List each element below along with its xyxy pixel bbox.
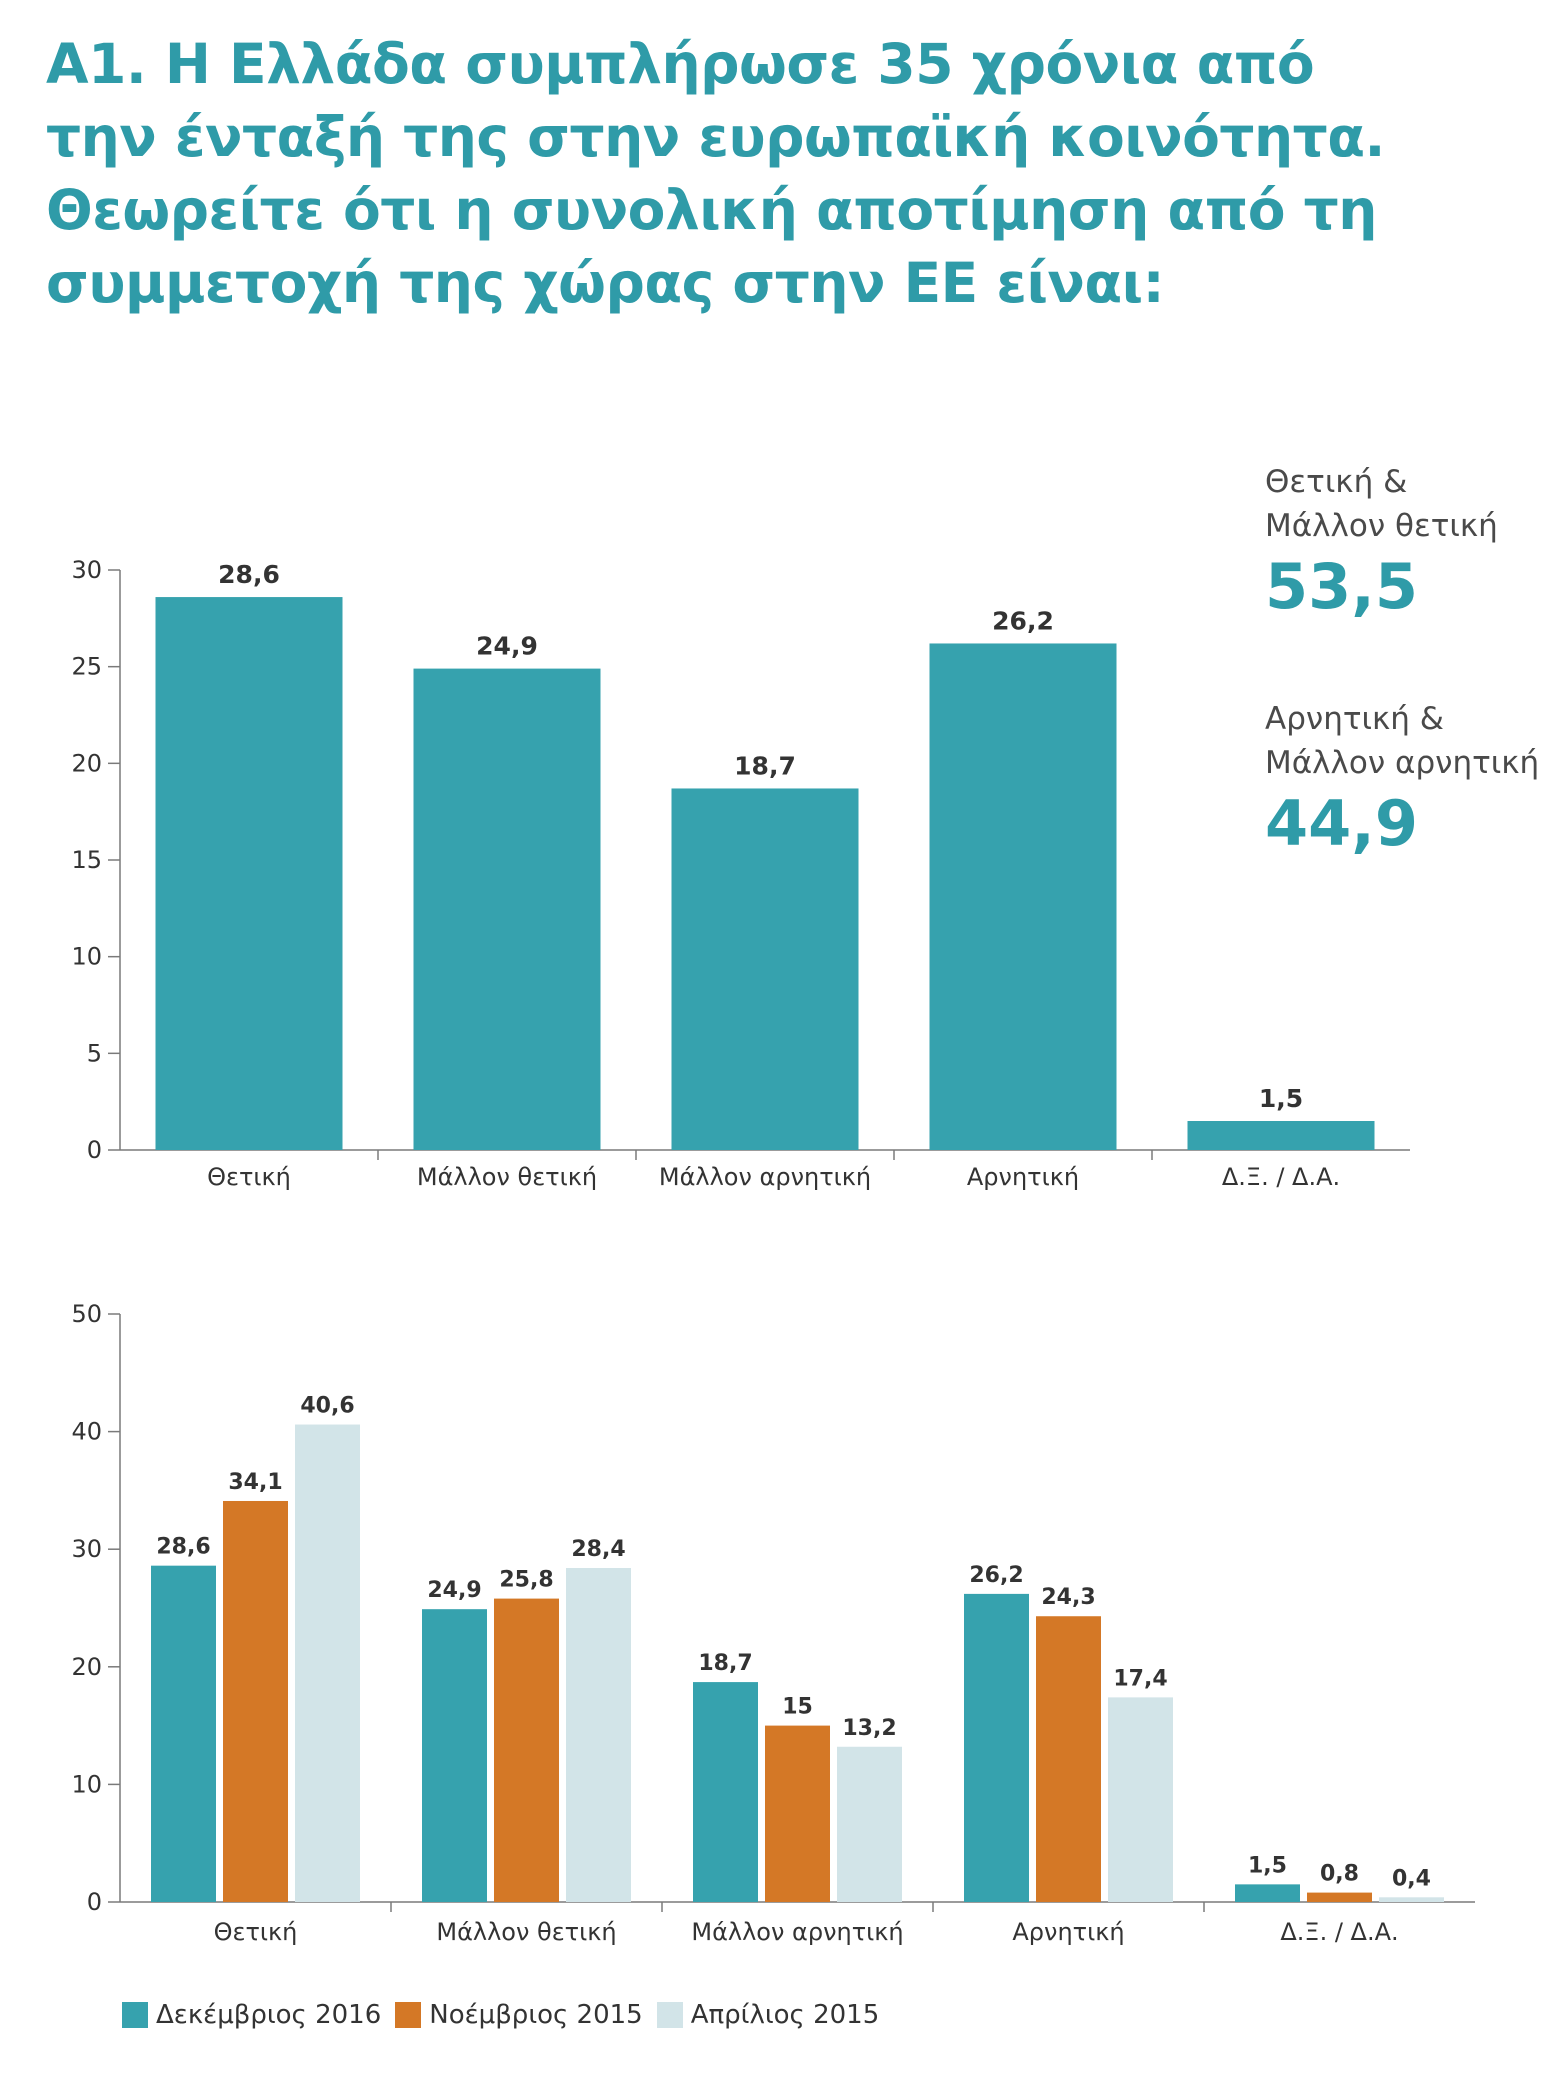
bar bbox=[1307, 1892, 1372, 1902]
y-tick-label: 0 bbox=[87, 1888, 102, 1916]
legend-swatch-orange bbox=[395, 2002, 422, 2028]
legend-item: Δεκέμβριος 2016 bbox=[122, 2000, 381, 2030]
title-line: την ένταξή της στην ευρωπαϊκή κοινότητα. bbox=[46, 105, 1385, 169]
y-tick-label: 5 bbox=[87, 1039, 102, 1067]
category-label: Μάλλον αρνητική bbox=[691, 1918, 903, 1946]
bar bbox=[151, 1565, 216, 1902]
data-label: 24,3 bbox=[1041, 1585, 1095, 1610]
category-label: Θετική bbox=[207, 1163, 291, 1191]
category-label: Μάλλον αρνητική bbox=[659, 1163, 871, 1191]
bar bbox=[1108, 1697, 1173, 1902]
y-tick-label: 40 bbox=[71, 1418, 102, 1446]
bar bbox=[1187, 1121, 1375, 1150]
legend-item: Απρίλιος 2015 bbox=[656, 2000, 880, 2030]
data-label: 24,9 bbox=[476, 632, 538, 661]
data-label: 28,6 bbox=[156, 1535, 210, 1560]
bar bbox=[837, 1746, 902, 1902]
category-label: Θετική bbox=[214, 1918, 298, 1946]
data-label: 25,8 bbox=[499, 1568, 553, 1593]
data-label: 26,2 bbox=[992, 606, 1054, 635]
y-tick-label: 0 bbox=[87, 1136, 102, 1164]
title-line: Α1. Η Ελλάδα συμπλήρωσε 35 χρόνια από bbox=[46, 32, 1315, 96]
chart-legend: Δεκέμβριος 2016 Νοέμβριος 2015 Απρίλιος … bbox=[122, 2000, 879, 2030]
bar bbox=[765, 1725, 830, 1902]
summary-positive-label-line2: Μάλλον θετική bbox=[1265, 508, 1498, 544]
bar bbox=[494, 1598, 559, 1902]
y-tick-label: 10 bbox=[71, 1770, 102, 1798]
y-tick-label: 15 bbox=[71, 846, 102, 874]
data-label: 24,9 bbox=[427, 1578, 481, 1603]
page-title: Α1. Η Ελλάδα συμπλήρωσε 35 χρόνια από τη… bbox=[46, 28, 1385, 320]
category-label: Δ.Ξ. / Δ.Α. bbox=[1280, 1918, 1398, 1946]
data-label: 0,8 bbox=[1320, 1862, 1359, 1887]
data-label: 28,6 bbox=[218, 560, 280, 589]
bar bbox=[223, 1500, 288, 1902]
y-tick-label: 20 bbox=[71, 749, 102, 777]
single-series-bar-chart: 0 5 10 15 20 25 30 28,6 Θετική 24,9 Μάλλον θετική 1… bbox=[71, 556, 1410, 1191]
bar bbox=[155, 597, 343, 1150]
category-label: Αρνητική bbox=[967, 1163, 1079, 1191]
bar bbox=[422, 1609, 487, 1902]
legend-swatch-teal bbox=[122, 2002, 148, 2028]
data-label: 26,2 bbox=[969, 1563, 1023, 1588]
category-label: Αρνητική bbox=[1012, 1918, 1124, 1946]
bar bbox=[413, 668, 601, 1150]
data-label: 15 bbox=[782, 1695, 813, 1720]
data-label: 17,4 bbox=[1113, 1666, 1167, 1691]
data-label: 1,5 bbox=[1259, 1084, 1303, 1113]
y-tick-label: 50 bbox=[71, 1300, 102, 1328]
legend-item: Νοέμβριος 2015 bbox=[395, 2000, 643, 2030]
data-label: 13,2 bbox=[842, 1716, 896, 1741]
legend-label: Απρίλιος 2015 bbox=[690, 2000, 880, 2030]
grouped-bar-chart: 0 10 20 30 40 50 28,6 34,1 40,6 Θετική 24,9 25,8 28,… bbox=[71, 1300, 1475, 1946]
bar bbox=[671, 788, 859, 1150]
y-tick-label: 20 bbox=[71, 1653, 102, 1681]
bar bbox=[693, 1682, 758, 1902]
summary-positive-label-line1: Θετική & bbox=[1265, 464, 1408, 500]
legend-label: Δεκέμβριος 2016 bbox=[156, 2000, 382, 2030]
summary-negative-value: 44,9 bbox=[1265, 787, 1418, 860]
bar bbox=[566, 1568, 631, 1902]
summary-negative-label-line1: Αρνητική & bbox=[1265, 701, 1444, 737]
category-label: Δ.Ξ. / Δ.Α. bbox=[1222, 1163, 1340, 1191]
y-tick-label: 30 bbox=[71, 556, 102, 584]
category-label: Μάλλον θετική bbox=[436, 1918, 616, 1946]
legend-label: Νοέμβριος 2015 bbox=[429, 2000, 643, 2030]
title-line: συμμετοχή της χώρας στην ΕΕ είναι: bbox=[46, 251, 1165, 315]
category-label: Μάλλον θετική bbox=[417, 1163, 597, 1191]
legend-swatch-light bbox=[656, 2002, 683, 2028]
data-label: 40,6 bbox=[300, 1394, 354, 1419]
bar bbox=[1036, 1616, 1101, 1902]
bar bbox=[929, 643, 1117, 1150]
bar bbox=[295, 1424, 360, 1902]
summary-positive: Θετική & Μάλλον θετική 53,5 bbox=[1265, 460, 1550, 622]
data-label: 28,4 bbox=[571, 1537, 625, 1562]
title-line: Θεωρείτε ότι η συνολική αποτίμηση από τη bbox=[46, 178, 1377, 242]
y-tick-label: 25 bbox=[71, 653, 102, 681]
bar bbox=[964, 1593, 1029, 1902]
summary-positive-value: 53,5 bbox=[1265, 550, 1418, 623]
y-tick-label: 10 bbox=[71, 943, 102, 971]
summary-negative: Αρνητική & Μάλλον αρνητική 44,9 bbox=[1265, 697, 1550, 859]
data-label: 0,4 bbox=[1392, 1866, 1431, 1891]
y-tick-label: 30 bbox=[71, 1535, 102, 1563]
summary-negative-label-line2: Μάλλον αρνητική bbox=[1265, 745, 1540, 781]
bar bbox=[1235, 1884, 1300, 1902]
data-label: 34,1 bbox=[228, 1470, 282, 1495]
bar bbox=[1379, 1897, 1444, 1902]
data-label: 18,7 bbox=[734, 751, 796, 780]
data-label: 18,7 bbox=[698, 1651, 752, 1676]
data-label: 1,5 bbox=[1248, 1853, 1287, 1878]
